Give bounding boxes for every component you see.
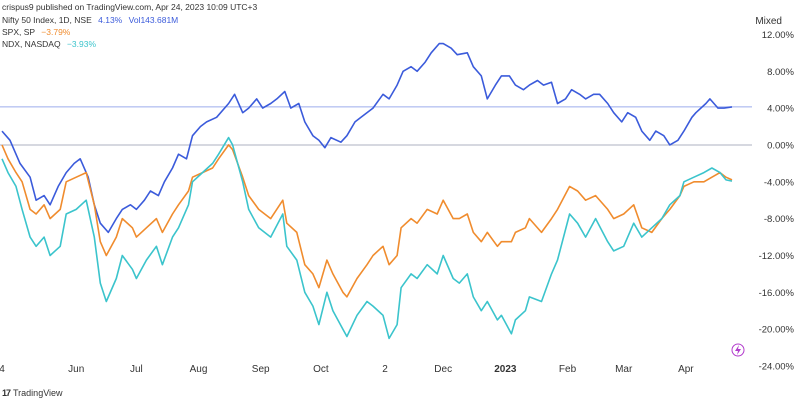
series-line-ndx	[1, 136, 733, 340]
y-tick-label: -4.00%	[764, 177, 795, 188]
x-tick-label: Jun	[68, 364, 84, 375]
legend-change: 4.13%	[98, 15, 123, 25]
series-lines	[1, 42, 733, 340]
x-tick-label: Aug	[190, 364, 208, 375]
y-tick-label: 4.00%	[767, 104, 794, 115]
legend-name: SPX, SP	[2, 27, 35, 37]
publisher-text: crispus9 published on TradingView.com, A…	[2, 2, 258, 12]
legend-name: NDX, NASDAQ	[2, 39, 61, 49]
x-tick-label: Feb	[559, 364, 577, 375]
legend-change: −3.79%	[41, 27, 71, 37]
x-tick-label: Sep	[252, 364, 270, 375]
x-tick-label: Oct	[313, 364, 329, 375]
x-tick-label: Dec	[434, 364, 452, 375]
legend-name: Nifty 50 Index, 1D, NSE	[2, 15, 92, 25]
y-tick-label: 8.00%	[767, 67, 794, 78]
tradingview-logo[interactable]: 17 TradingView	[2, 388, 63, 398]
scale-mode-label[interactable]: Mixed	[755, 16, 782, 27]
y-tick-label: -24.00%	[759, 362, 795, 373]
x-tick-label: Apr	[678, 364, 694, 375]
publisher-line: crispus9 published on TradingView.com, A…	[2, 2, 257, 12]
y-tick-label: -8.00%	[764, 214, 795, 225]
legend-row-ndx[interactable]: NDX, NASDAQ −3.93%	[2, 39, 96, 49]
y-axis: 12.00% 8.00% 4.00% 0.00% -4.00% -8.00% -12.00%…	[759, 30, 795, 373]
x-tick-label: Jul	[130, 364, 143, 375]
lightning-icon[interactable]	[731, 343, 745, 357]
y-tick-label: 12.00%	[762, 30, 795, 41]
series-line-nifty	[1, 42, 733, 234]
y-tick-label: -20.00%	[759, 325, 795, 336]
x-axis: 4 Jun Jul Aug Sep Oct 2 Dec 2023 Feb Mar Apr	[0, 364, 694, 375]
x-tick-label: 2	[382, 364, 388, 375]
x-tick-label: 2023	[494, 364, 517, 375]
y-tick-label: -12.00%	[759, 251, 795, 262]
legend-row-nifty[interactable]: Nifty 50 Index, 1D, NSE 4.13% Vol143.681…	[2, 15, 178, 25]
x-tick-label: Mar	[615, 364, 633, 375]
tv-logo-text: TradingView	[13, 388, 63, 398]
y-tick-label: 0.00%	[767, 140, 794, 151]
legend-change: −3.93%	[66, 39, 97, 49]
series-line-spx	[1, 144, 733, 298]
tv-logo-icon: 17	[2, 388, 11, 398]
y-tick-label: -16.00%	[759, 288, 795, 299]
reference-lines	[0, 106, 752, 146]
legend-volume: Vol143.681M	[128, 15, 179, 25]
legend-row-spx[interactable]: SPX, SP −3.79%	[2, 27, 70, 37]
x-tick-label: 4	[0, 364, 5, 375]
